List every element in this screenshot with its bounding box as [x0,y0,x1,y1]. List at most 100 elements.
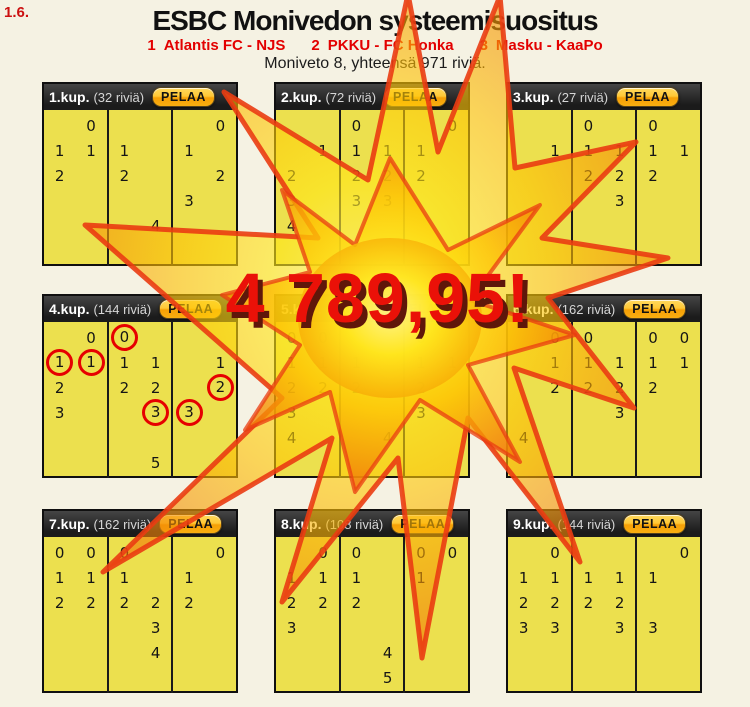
score-slot: 3 [140,615,171,640]
score-digit: 3 [550,618,560,637]
score-digit: 1 [382,141,393,160]
score-slot [405,590,436,615]
match-pair: Masku - KaaPo [495,37,603,54]
score-slot [372,113,403,138]
home-score-column: 0 1 2 3 [405,322,436,478]
score-digit: 0 [86,116,96,135]
score-slot [173,213,204,238]
score-slot [573,400,604,425]
score-slot [44,238,75,263]
pelaa-button[interactable]: PELAA [152,87,215,107]
score-slot [205,213,236,238]
score-digit: 2 [318,378,328,397]
score-slot [140,540,171,565]
score-slot [372,375,403,400]
score-slot: 2 [276,375,307,400]
match-column-2: 0 1 2 1 2 3 [570,110,636,266]
score-digit: 1 [351,141,362,160]
score-digit: 0 [447,543,458,562]
match-column-1: 1 [508,110,571,266]
score-slot [307,163,338,188]
score-slot: 2 [508,590,539,615]
score-digit: 0 [416,328,426,347]
score-slot [205,238,236,263]
score-slot [109,213,140,238]
card-title: 4.kup. [49,301,90,317]
score-slot: 3 [140,399,171,426]
pelaa-button[interactable]: PELAA [391,299,455,319]
score-slot: 2 [637,163,668,188]
away-score-column: 0 [669,537,700,693]
pelaa-button[interactable]: PELAA [616,87,679,107]
score-slot [437,238,468,263]
pelaa-button[interactable]: PELAA [384,87,447,107]
result-circled-digit: 1 [77,349,105,376]
score-slot [205,400,236,425]
score-digit: 0 [550,543,560,562]
score-digit: 1 [184,568,194,587]
score-slot [44,425,75,450]
score-slot [341,450,372,475]
score-digit: 1 [447,353,458,372]
score-slot [276,450,307,475]
score-slot [75,163,106,188]
score-slot [205,450,236,475]
match-column-3: 0 1 2 1 [635,110,700,266]
away-score-column: 1 2 3 [372,110,403,266]
score-slot: 3 [341,188,372,213]
score-slot [437,640,468,665]
card-title: 3.kup. [513,89,554,105]
away-score-column: 4 [372,322,403,478]
score-slot: 1 [173,138,204,163]
card-body: 1 0 1 2 1 2 3 0 1 2 1 [508,110,700,266]
pelaa-button[interactable]: PELAA [623,299,687,319]
score-slot [173,325,204,350]
pelaa-button[interactable]: PELAA [391,514,455,534]
pelaa-button[interactable]: PELAA [623,514,687,534]
home-score-column: 0 1 2 [109,537,140,693]
score-slot: 2 [109,375,140,400]
score-slot: 0 [437,540,468,565]
score-slot [437,565,468,590]
score-slot [508,400,539,425]
score-slot: 1 [573,565,604,590]
score-slot: 0 [205,540,236,565]
score-digit: 1 [583,141,594,160]
score-slot: 1 [437,350,468,375]
score-digit: 4 [286,216,297,235]
score-slot: 3 [539,615,570,640]
score-slot: 1 [307,565,338,590]
away-score-column: 1 [307,110,338,266]
score-slot [44,640,75,665]
away-score-column: 0 1 2 [539,322,570,478]
coupon-card-9: 9.kup. (144 riviä) PELAA 1 2 3 0 1 2 3 1 2 1 2 3 1 3 0 [506,509,702,693]
score-slot [669,615,700,640]
score-slot [539,213,570,238]
score-slot: 0 [539,540,570,565]
match-column-1: 2 3 4 1 [276,110,339,266]
pelaa-button[interactable]: PELAA [159,514,223,534]
score-digit: 1 [286,353,297,372]
score-slot [405,188,436,213]
pelaa-button[interactable]: PELAA [159,299,223,319]
score-slot [508,138,539,163]
score-slot [341,238,372,263]
score-slot [573,425,604,450]
score-slot [637,450,668,475]
score-slot [173,375,204,400]
score-slot [405,640,436,665]
card-title: 6.kup. [513,301,554,317]
score-slot: 0 [44,540,75,565]
score-slot [405,665,436,690]
score-digit: 1 [184,141,194,160]
score-slot: 1 [669,138,700,163]
score-slot [205,138,236,163]
score-digit: 0 [416,543,426,562]
